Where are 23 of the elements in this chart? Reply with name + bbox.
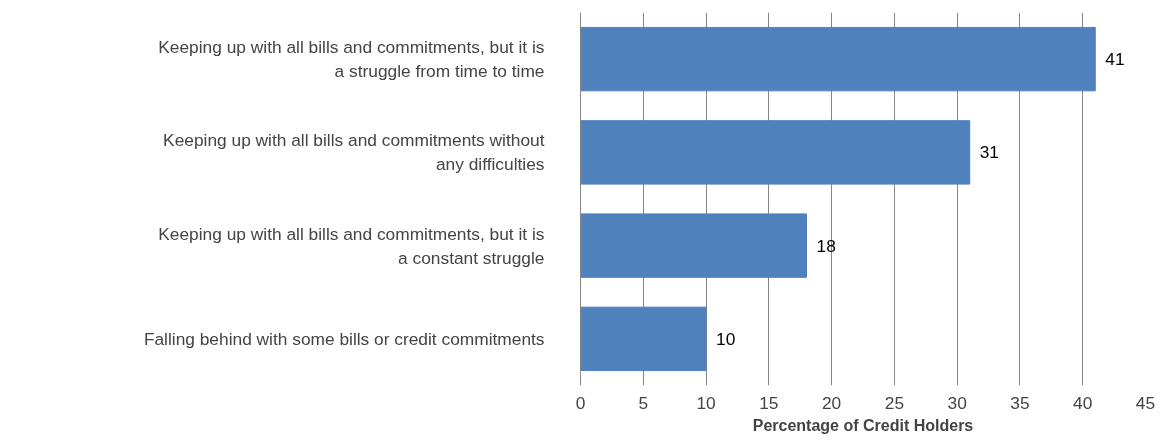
- x-tick-label: 40: [1073, 392, 1093, 413]
- bar: [580, 120, 971, 185]
- data-label: 18: [816, 235, 836, 256]
- x-tick-label: 15: [759, 392, 779, 413]
- data-label: 41: [1105, 49, 1125, 70]
- x-tick-label: 45: [1135, 392, 1156, 413]
- x-tick-label: 25: [884, 392, 905, 413]
- bar: [580, 213, 807, 278]
- bar: [580, 306, 707, 372]
- x-axis-title: Percentage of Credit Holders: [752, 416, 974, 434]
- x-tick-label: 5: [638, 392, 649, 413]
- x-tick-label: 35: [1010, 392, 1030, 413]
- x-tick-label: 10: [696, 392, 716, 413]
- bar: [580, 26, 1096, 92]
- x-tick-label: 0: [575, 392, 586, 413]
- x-tick-label: 30: [947, 392, 967, 413]
- data-label: 31: [979, 142, 999, 163]
- data-label: 10: [716, 328, 736, 349]
- y-tick-label: Keeping up with all bills and commitments, but it is a struggle from time to time: [158, 37, 545, 82]
- x-tick-label: 20: [821, 392, 842, 413]
- y-tick-label: Keeping up with all bills and commitments without any difficulties: [163, 130, 545, 175]
- y-tick-label: Keeping up with all bills and commitments, but it is a constant struggle: [158, 223, 545, 268]
- y-tick-label: Falling behind with some bills or credit commitments: [143, 328, 545, 349]
